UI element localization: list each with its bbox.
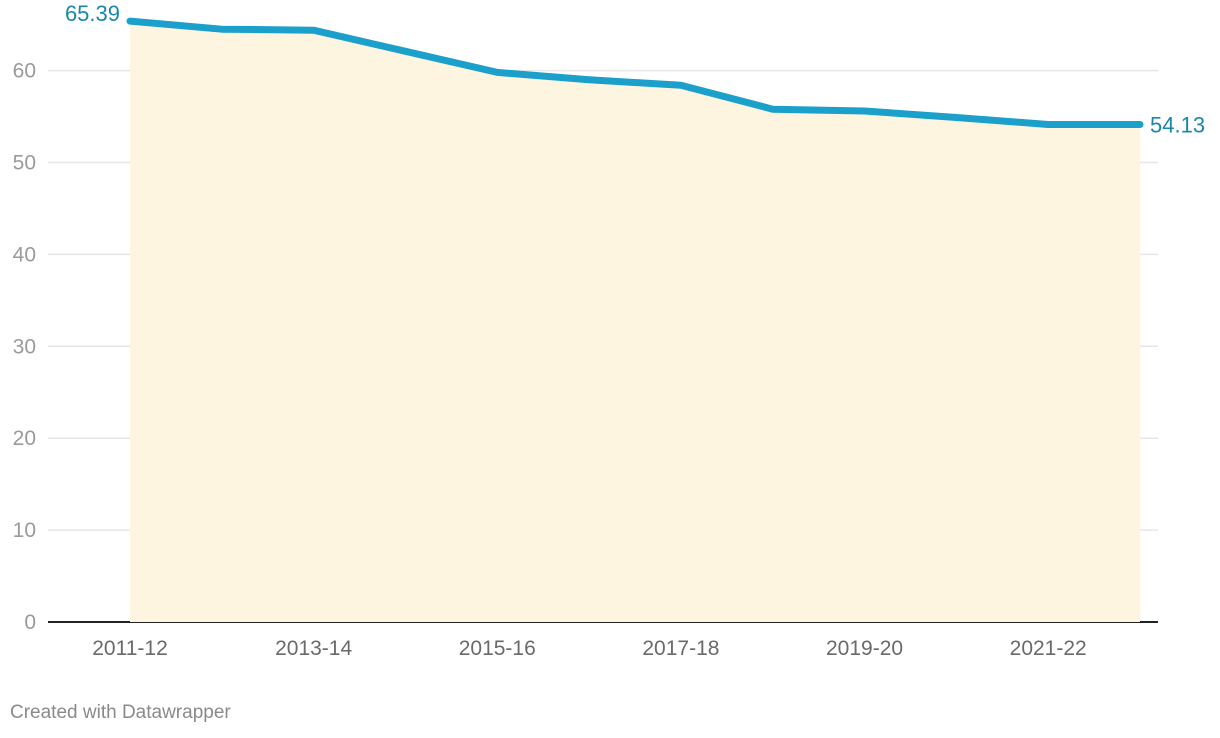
x-tick-label: 2019-20 bbox=[826, 637, 903, 660]
y-tick-label: 40 bbox=[13, 243, 36, 266]
y-tick-label: 60 bbox=[13, 60, 36, 83]
data-point bbox=[953, 114, 960, 121]
y-tick-label: 20 bbox=[13, 427, 36, 450]
x-tick-label: 2013-14 bbox=[275, 637, 352, 660]
y-tick-label: 0 bbox=[24, 611, 36, 634]
x-tick-label: 2015-16 bbox=[459, 637, 536, 660]
data-point bbox=[127, 18, 133, 25]
y-tick-label: 50 bbox=[13, 152, 36, 175]
data-value-label: 54.13 bbox=[1150, 113, 1205, 138]
data-point bbox=[494, 69, 501, 76]
data-point bbox=[861, 108, 868, 115]
area-fill bbox=[130, 21, 1140, 623]
y-axis-ticks: 0 10 20 30 40 50 60 bbox=[13, 60, 36, 634]
data-point bbox=[677, 82, 684, 89]
data-point bbox=[1137, 121, 1143, 128]
area-layer bbox=[130, 21, 1140, 623]
x-tick-label: 2021-22 bbox=[1010, 637, 1087, 660]
data-point bbox=[310, 27, 317, 34]
data-point bbox=[218, 26, 225, 33]
value-labels: 65.39 54.13 bbox=[65, 1, 1205, 137]
data-point bbox=[1045, 121, 1052, 128]
data-value-label: 65.39 bbox=[65, 1, 120, 26]
data-point bbox=[402, 48, 409, 55]
series-line bbox=[126, 17, 1144, 128]
y-tick-label: 10 bbox=[13, 519, 36, 542]
y-tick-label: 30 bbox=[13, 335, 36, 358]
x-axis-ticks: 2011-12 2013-14 2015-16 2017-18 2019-20 2021-… bbox=[92, 637, 1086, 660]
credit-text: Created with Datawrapper bbox=[10, 702, 231, 723]
x-tick-label: 2017-18 bbox=[642, 637, 719, 660]
data-point bbox=[769, 106, 776, 113]
data-point bbox=[586, 76, 593, 83]
x-tick-label: 2011-12 bbox=[92, 637, 168, 660]
line-layer bbox=[126, 17, 1144, 128]
